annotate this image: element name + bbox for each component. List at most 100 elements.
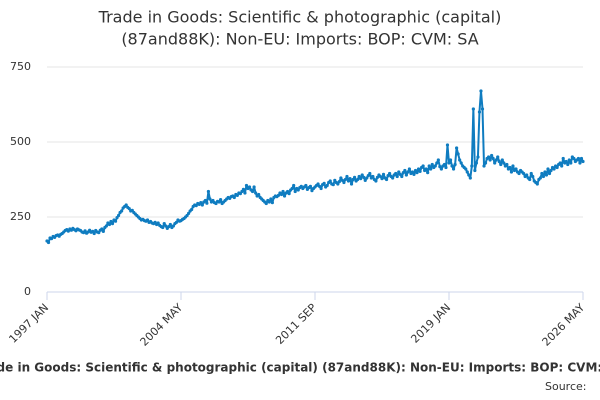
- data-point: [348, 177, 352, 181]
- data-point: [168, 222, 172, 227]
- data-point: [482, 164, 486, 168]
- data-point: [514, 167, 518, 171]
- data-point: [203, 198, 207, 203]
- data-point: [100, 227, 104, 231]
- data-point: [517, 171, 521, 176]
- data-point: [581, 159, 585, 164]
- data-point: [244, 183, 249, 188]
- x-tick-label: 1997 JAN: [6, 301, 51, 346]
- chart-title: Trade in Goods: Scientific & photographi…: [98, 8, 502, 27]
- data-point: [429, 167, 433, 171]
- data-point: [362, 175, 366, 179]
- data-point: [281, 189, 285, 194]
- data-point: [337, 180, 341, 184]
- data-point: [529, 171, 533, 176]
- data-point: [162, 222, 166, 226]
- data-point: [566, 162, 570, 167]
- data-point: [508, 165, 512, 170]
- data-point: [363, 178, 367, 182]
- data-point: [442, 162, 447, 167]
- data-point: [505, 162, 509, 167]
- data-point: [110, 222, 115, 226]
- data-point: [292, 183, 296, 188]
- data-point: [388, 171, 392, 176]
- data-point: [346, 179, 351, 183]
- data-point: [360, 173, 364, 177]
- data-point: [384, 177, 389, 182]
- data-point: [394, 171, 398, 176]
- data-point: [342, 180, 346, 185]
- data-point: [336, 182, 340, 186]
- data-point: [120, 209, 124, 213]
- data-point: [497, 159, 501, 164]
- data-point: [232, 195, 236, 200]
- data-point: [304, 183, 308, 188]
- legend-label: Trade in Goods: Scientific & photographi…: [0, 361, 600, 375]
- data-point: [97, 231, 101, 235]
- data-point: [161, 225, 165, 230]
- data-point: [522, 171, 526, 176]
- data-point: [476, 155, 480, 159]
- data-point: [400, 174, 404, 179]
- data-point: [397, 170, 401, 174]
- data-point: [171, 224, 175, 228]
- data-point: [410, 170, 415, 174]
- data-point: [458, 158, 462, 162]
- data-point: [270, 201, 274, 205]
- data-point: [407, 167, 412, 171]
- data-point: [541, 174, 546, 179]
- data-point: [404, 173, 408, 177]
- data-point: [502, 161, 506, 165]
- data-point: [447, 161, 451, 165]
- data-point: [540, 171, 544, 176]
- data-point: [381, 172, 386, 176]
- data-point: [127, 207, 131, 211]
- data-point: [459, 161, 463, 165]
- data-point: [349, 182, 354, 186]
- data-point: [451, 167, 456, 171]
- data-point: [257, 192, 261, 197]
- data-point: [547, 171, 552, 176]
- data-point: [264, 201, 268, 206]
- data-point: [430, 162, 434, 167]
- data-point: [465, 170, 469, 174]
- data-point: [576, 156, 581, 161]
- data-point: [555, 165, 559, 170]
- x-tick-label: 2026 MAY: [540, 301, 588, 349]
- data-point: [509, 170, 514, 174]
- data-point: [252, 185, 256, 189]
- data-point: [406, 170, 410, 174]
- data-point: [279, 192, 284, 197]
- data-point: [418, 169, 422, 173]
- data-point: [380, 177, 384, 181]
- data-point: [403, 168, 407, 173]
- data-point: [450, 164, 454, 168]
- data-point: [483, 161, 488, 165]
- data-point: [293, 189, 297, 194]
- data-point: [421, 164, 425, 168]
- data-point: [375, 175, 380, 179]
- data-point: [578, 161, 582, 165]
- data-point: [104, 224, 108, 228]
- x-tick-label: 2011 SEP: [273, 301, 319, 347]
- data-point: [467, 173, 471, 177]
- data-point: [46, 240, 51, 245]
- data-point: [83, 229, 87, 233]
- y-tick-label: 250: [10, 210, 31, 223]
- x-tick-label: 2019 JAN: [408, 301, 453, 346]
- data-point: [359, 177, 363, 181]
- y-tick-label: 750: [10, 60, 31, 73]
- data-point: [494, 158, 498, 162]
- data-point: [525, 173, 529, 177]
- data-point: [499, 162, 503, 167]
- data-point: [282, 194, 287, 198]
- data-point: [235, 193, 239, 197]
- data-point: [352, 175, 357, 179]
- data-point: [187, 211, 191, 215]
- data-point: [243, 191, 247, 195]
- data-point: [491, 156, 495, 161]
- data-point: [477, 110, 482, 114]
- data-point: [415, 171, 419, 175]
- data-point: [479, 89, 483, 93]
